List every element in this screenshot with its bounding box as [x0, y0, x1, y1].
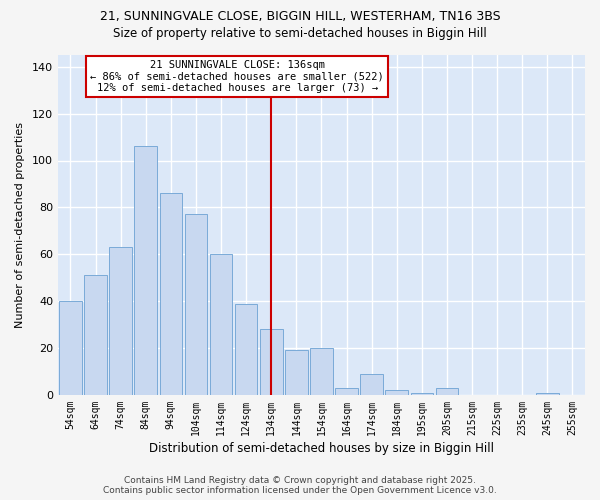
Text: Contains HM Land Registry data © Crown copyright and database right 2025.
Contai: Contains HM Land Registry data © Crown c… — [103, 476, 497, 495]
Bar — [109, 247, 132, 395]
Text: Size of property relative to semi-detached houses in Biggin Hill: Size of property relative to semi-detach… — [113, 28, 487, 40]
Bar — [536, 392, 559, 395]
Bar — [310, 348, 333, 395]
Bar — [84, 276, 107, 395]
Y-axis label: Number of semi-detached properties: Number of semi-detached properties — [15, 122, 25, 328]
Bar — [436, 388, 458, 395]
Bar — [260, 330, 283, 395]
Bar — [335, 388, 358, 395]
Bar — [59, 301, 82, 395]
Bar — [235, 304, 257, 395]
Bar — [134, 146, 157, 395]
Bar — [361, 374, 383, 395]
Text: 21, SUNNINGVALE CLOSE, BIGGIN HILL, WESTERHAM, TN16 3BS: 21, SUNNINGVALE CLOSE, BIGGIN HILL, WEST… — [100, 10, 500, 23]
Bar — [210, 254, 232, 395]
Bar — [410, 392, 433, 395]
X-axis label: Distribution of semi-detached houses by size in Biggin Hill: Distribution of semi-detached houses by … — [149, 442, 494, 455]
Bar — [185, 214, 207, 395]
Text: 21 SUNNINGVALE CLOSE: 136sqm
← 86% of semi-detached houses are smaller (522)
12%: 21 SUNNINGVALE CLOSE: 136sqm ← 86% of se… — [90, 60, 384, 94]
Bar — [385, 390, 408, 395]
Bar — [160, 194, 182, 395]
Bar — [285, 350, 308, 395]
